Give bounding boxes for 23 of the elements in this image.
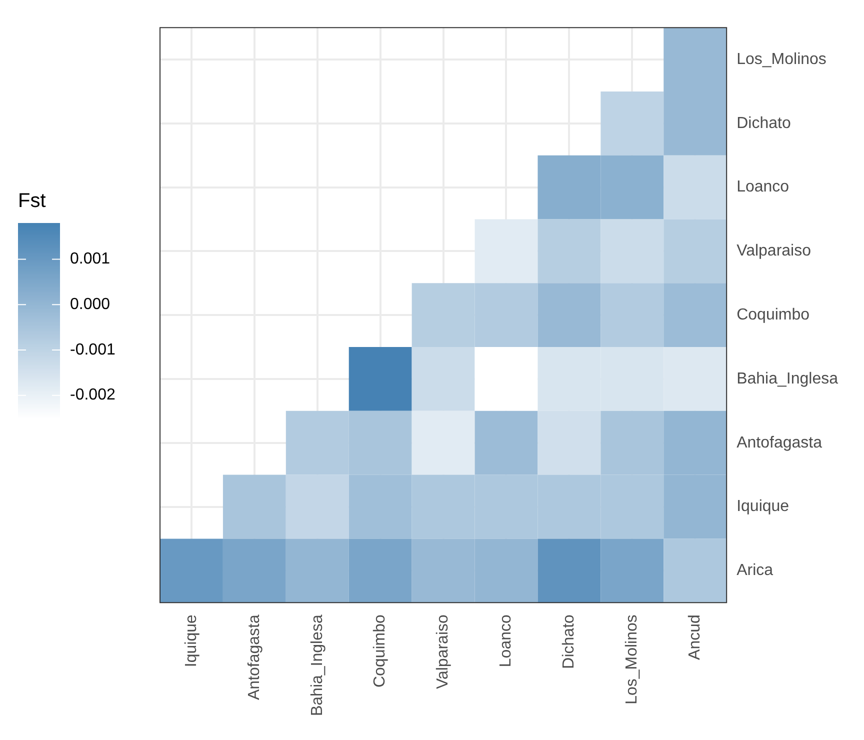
color-bar-title: Fst: [18, 190, 46, 212]
x-tick-label: Los_Molinos: [624, 614, 641, 704]
x-tick-label: Coquimbo: [372, 614, 389, 688]
x-tick-label: Iquique: [182, 614, 200, 668]
color-bar-label: 0.001: [70, 250, 110, 268]
color-bar-label: 0.000: [70, 296, 110, 314]
y-tick-label: Arica: [736, 562, 774, 580]
x-tick-label: Loanco: [498, 614, 515, 668]
color-bar-label: -0.002: [70, 386, 116, 404]
y-tick-label: Iquique: [736, 498, 790, 516]
y-tick-label: Dichato: [736, 114, 791, 132]
y-tick-label: Antofagasta: [736, 434, 822, 452]
y-tick-label: Loanco: [736, 178, 790, 196]
y-tick-label: Valparaiso: [736, 242, 812, 260]
x-tick-label: Ancud: [686, 614, 704, 660]
x-tick-label: Dichato: [560, 614, 578, 669]
x-tick-label: Bahia_Inglesa: [308, 614, 326, 716]
color-bar-label: -0.001: [70, 341, 116, 358]
y-tick-label: Los_Molinos: [736, 50, 826, 68]
x-tick-label: Valparaiso: [434, 614, 452, 690]
x-tick-label: Antofagasta: [246, 614, 263, 700]
y-tick-label: Bahia_Inglesa: [736, 370, 838, 388]
y-tick-label: Coquimbo: [736, 306, 810, 324]
